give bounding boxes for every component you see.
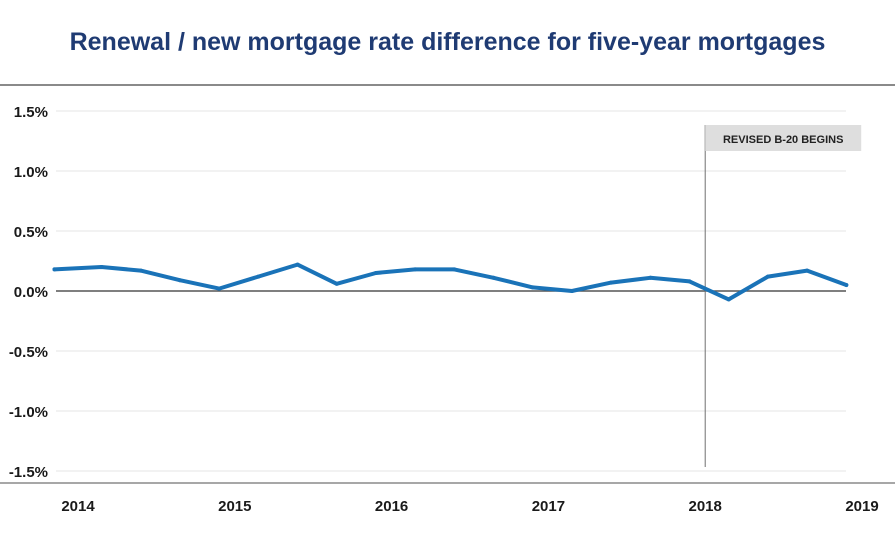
x-tick-label: 2018 — [689, 498, 722, 515]
data-point — [295, 262, 300, 267]
y-tick-label: 0.0% — [14, 284, 48, 301]
x-tick-label: 2015 — [218, 498, 251, 515]
y-axis: 1.5% 1.0% 0.5% 0.0% -0.5% -1.0% -1.5% — [9, 104, 48, 481]
series-line — [52, 262, 849, 302]
x-tick-label: 2014 — [61, 498, 95, 515]
y-tick-label: -0.5% — [9, 344, 48, 361]
data-point — [373, 271, 378, 275]
x-tick-label: 2017 — [532, 498, 565, 515]
x-axis: 2014 2015 2016 2017 2018 2019 — [0, 482, 895, 515]
data-point — [844, 283, 849, 287]
data-point — [491, 275, 496, 280]
data-point — [648, 275, 653, 280]
data-point — [177, 278, 182, 283]
annotation-label: REVISED B-20 BEGINS — [723, 134, 843, 146]
series-layer — [52, 262, 849, 302]
data-point — [687, 279, 692, 284]
gridlines — [56, 110, 846, 472]
x-tick-label: 2019 — [845, 498, 878, 515]
title-divider — [0, 84, 895, 86]
data-point — [217, 286, 222, 291]
data-point — [452, 267, 457, 272]
data-point — [256, 274, 261, 279]
data-point — [726, 297, 731, 302]
data-point — [52, 267, 57, 272]
annotation-layer: REVISED B-20 BEGINS — [704, 125, 862, 467]
data-point — [569, 289, 574, 293]
data-point — [530, 285, 535, 290]
data-point — [99, 265, 104, 269]
data-point — [609, 280, 614, 285]
data-point — [413, 267, 418, 272]
y-tick-label: -1.0% — [9, 404, 48, 421]
chart-title: Renewal / new mortgage rate difference f… — [69, 28, 826, 56]
y-tick-label: 0.5% — [14, 224, 48, 241]
y-tick-label: 1.0% — [14, 164, 48, 181]
x-tick-label: 2016 — [375, 498, 408, 515]
data-point — [334, 281, 339, 286]
annotation-box — [705, 125, 862, 151]
data-point — [805, 268, 810, 273]
data-point — [138, 268, 143, 273]
y-tick-label: -1.5% — [9, 464, 48, 481]
data-point — [765, 274, 770, 279]
y-tick-label: 1.5% — [14, 104, 48, 121]
